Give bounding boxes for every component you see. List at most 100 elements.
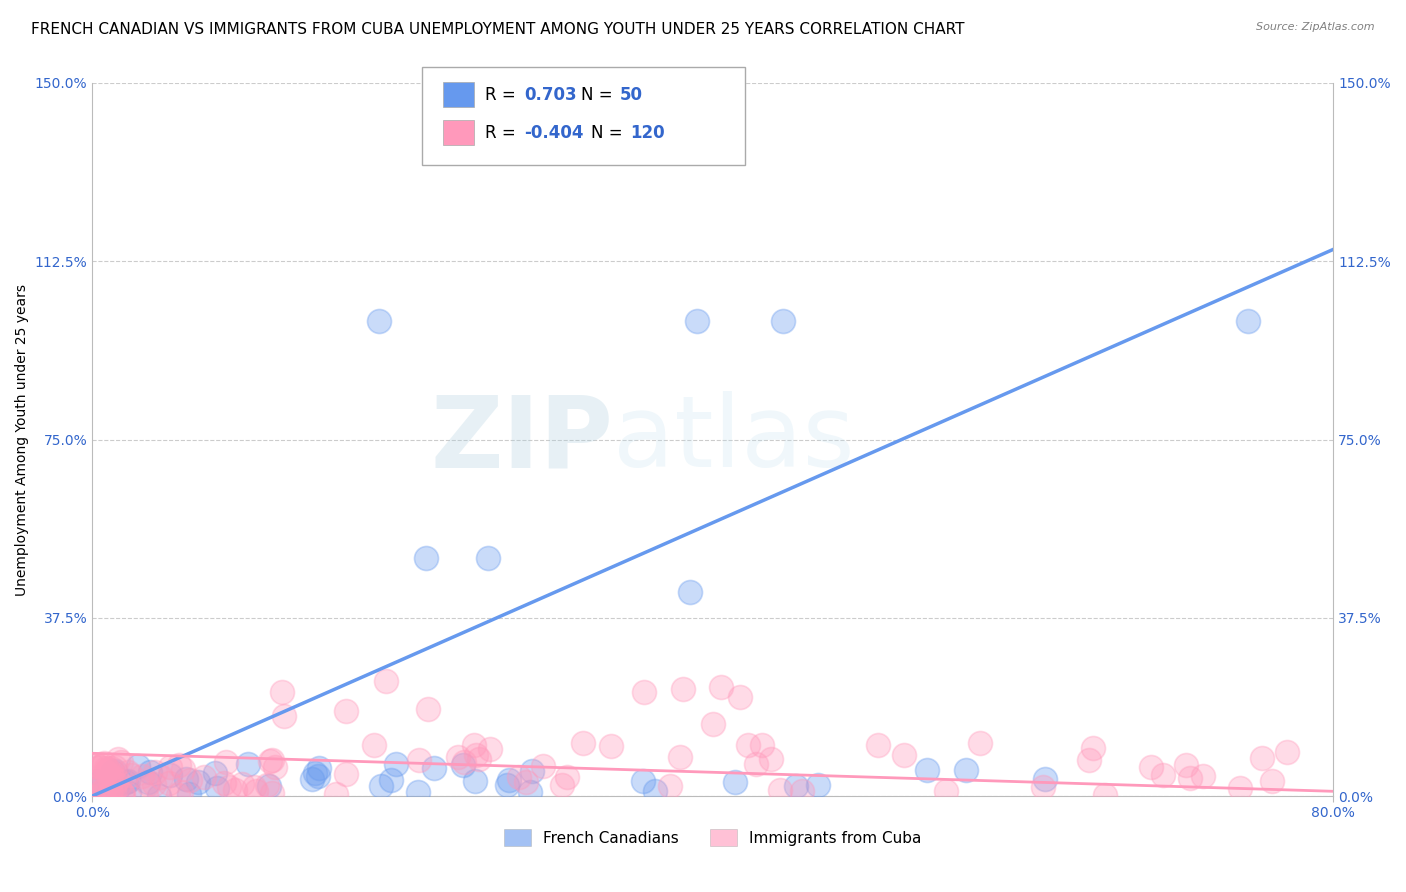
Point <box>453 756 475 770</box>
Point <box>100 768 122 782</box>
Point <box>157 776 180 790</box>
Point <box>187 775 209 789</box>
Point <box>678 584 700 599</box>
Point <box>136 775 159 789</box>
Text: atlas: atlas <box>613 391 855 488</box>
Point <box>104 777 127 791</box>
Point <box>759 752 782 766</box>
Point <box>335 704 357 718</box>
Point <box>259 754 281 768</box>
Point <box>86 775 108 789</box>
Point <box>772 313 794 327</box>
Point <box>496 778 519 792</box>
Point <box>515 775 537 789</box>
Point <box>193 770 215 784</box>
Point <box>600 739 623 753</box>
Point <box>131 769 153 783</box>
Point <box>90 760 112 774</box>
Point <box>110 756 132 770</box>
Point <box>127 759 149 773</box>
Point <box>82 758 104 772</box>
Point <box>1229 781 1251 796</box>
Text: -0.404: -0.404 <box>524 124 583 142</box>
Point <box>807 778 830 792</box>
Point <box>686 313 709 327</box>
Point <box>100 786 122 800</box>
Point <box>103 783 125 797</box>
Point <box>107 751 129 765</box>
Point <box>238 757 260 772</box>
Point <box>101 765 124 780</box>
Point <box>87 781 110 796</box>
Text: ZIP: ZIP <box>430 391 613 488</box>
Text: R =: R = <box>485 124 522 142</box>
Point <box>111 788 134 802</box>
Point <box>83 775 105 789</box>
Point <box>142 777 165 791</box>
Point <box>325 787 347 801</box>
Point <box>115 775 138 789</box>
Text: FRENCH CANADIAN VS IMMIGRANTS FROM CUBA UNEMPLOYMENT AMONG YOUTH UNDER 25 YEARS : FRENCH CANADIAN VS IMMIGRANTS FROM CUBA … <box>31 22 965 37</box>
Point <box>170 784 193 798</box>
Point <box>572 736 595 750</box>
Point <box>519 784 541 798</box>
Point <box>1178 771 1201 785</box>
Point <box>262 753 284 767</box>
Point <box>159 768 181 782</box>
Point <box>105 772 128 787</box>
Point <box>86 757 108 772</box>
Point <box>86 779 108 793</box>
Point <box>304 766 326 780</box>
Point <box>94 761 117 775</box>
Point <box>256 778 278 792</box>
Point <box>117 764 139 779</box>
Point <box>368 313 391 327</box>
Point <box>1033 772 1056 786</box>
Point <box>177 787 200 801</box>
Text: 120: 120 <box>630 124 665 142</box>
Point <box>1032 780 1054 794</box>
Y-axis label: Unemployment Among Youth under 25 years: Unemployment Among Youth under 25 years <box>15 284 30 596</box>
Point <box>273 709 295 723</box>
Point <box>969 736 991 750</box>
Point <box>955 764 977 778</box>
Point <box>105 783 128 797</box>
Point <box>370 779 392 793</box>
Point <box>555 770 578 784</box>
Point <box>1140 760 1163 774</box>
Point <box>446 749 468 764</box>
Point <box>90 758 112 772</box>
Point <box>868 738 890 752</box>
Point <box>1250 751 1272 765</box>
Point <box>84 775 107 789</box>
Point <box>108 778 131 792</box>
Point <box>550 779 572 793</box>
Point <box>93 781 115 796</box>
Point <box>159 760 181 774</box>
Legend: French Canadians, Immigrants from Cuba: French Canadians, Immigrants from Cuba <box>498 822 928 853</box>
Point <box>335 767 357 781</box>
Point <box>87 789 110 803</box>
Point <box>463 738 485 752</box>
Point <box>143 764 166 779</box>
Point <box>100 774 122 789</box>
Point <box>1152 768 1174 782</box>
Point <box>385 756 408 771</box>
Point <box>120 768 142 782</box>
Point <box>531 759 554 773</box>
Point <box>149 770 172 784</box>
Point <box>112 787 135 801</box>
Point <box>148 789 170 803</box>
Point <box>257 779 280 793</box>
Point <box>212 776 235 790</box>
Point <box>669 750 692 764</box>
Point <box>136 777 159 791</box>
Point <box>702 717 724 731</box>
Point <box>464 773 486 788</box>
Point <box>710 680 733 694</box>
Text: R =: R = <box>485 87 522 104</box>
Text: N =: N = <box>591 124 627 142</box>
Text: Source: ZipAtlas.com: Source: ZipAtlas.com <box>1257 22 1375 32</box>
Point <box>1191 769 1213 783</box>
Point <box>307 769 329 783</box>
